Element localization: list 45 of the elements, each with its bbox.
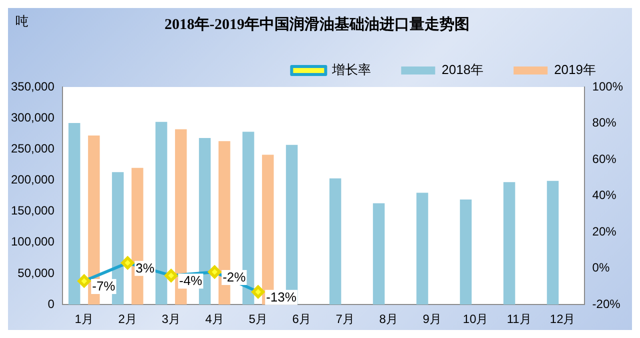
x-tick-label: 7月 bbox=[336, 312, 354, 326]
y-tick-label: 150,000 bbox=[10, 204, 55, 218]
x-tick-label: 1月 bbox=[74, 312, 94, 326]
legend-label: 2019年 bbox=[554, 62, 596, 78]
y2-tick-label: -20% bbox=[592, 296, 621, 311]
x-tick-label: 9月 bbox=[422, 312, 442, 326]
legend-label: 增长率 bbox=[331, 62, 372, 78]
y-tick-label: 100,000 bbox=[10, 234, 55, 249]
y-tick-label: 200,000 bbox=[10, 172, 55, 187]
bar bbox=[329, 178, 342, 305]
y2-tick-label: 60% bbox=[592, 152, 617, 166]
y2-tick-label: 40% bbox=[592, 188, 617, 202]
y-tick-label: 300,000 bbox=[10, 110, 55, 124]
y-tick-label: 350,000 bbox=[10, 79, 55, 94]
x-tick-label: 3月 bbox=[162, 312, 180, 326]
x-tick-label: 8月 bbox=[379, 312, 398, 326]
x-tick-label: 4月 bbox=[205, 312, 224, 326]
legend-label: 2018年 bbox=[442, 62, 484, 78]
y-tick-label: 250,000 bbox=[10, 141, 55, 156]
x-tick-label: 2月 bbox=[118, 312, 137, 326]
bar bbox=[546, 180, 559, 305]
bar bbox=[68, 123, 80, 305]
x-tick-label: 6月 bbox=[292, 312, 311, 326]
y-axis-title: 吨 bbox=[16, 14, 28, 29]
bar bbox=[503, 182, 516, 305]
y-tick-label: 0 bbox=[48, 296, 55, 311]
data-label: -13% bbox=[266, 289, 297, 304]
x-tick-label: 5月 bbox=[248, 312, 268, 326]
y-tick-label: 50,000 bbox=[18, 266, 55, 280]
chart-title: 2018年-2019年中国润滑油基础油进口量走势图 bbox=[164, 14, 470, 33]
data-label: 3% bbox=[136, 260, 155, 276]
bar bbox=[416, 192, 428, 305]
data-label: -2% bbox=[222, 270, 246, 285]
data-label: -7% bbox=[92, 278, 116, 294]
x-tick-label: 11月 bbox=[506, 312, 532, 326]
bar bbox=[372, 203, 385, 305]
y2-tick-label: 20% bbox=[592, 224, 617, 238]
data-label: -4% bbox=[179, 273, 203, 288]
y2-tick-label: 100% bbox=[592, 79, 624, 94]
x-tick-label: 12月 bbox=[550, 312, 576, 326]
x-tick-label: 10月 bbox=[462, 312, 488, 326]
y2-tick-label: 0% bbox=[592, 260, 610, 275]
bar bbox=[460, 200, 472, 305]
bar bbox=[155, 122, 168, 305]
y2-tick-label: 80% bbox=[592, 116, 617, 130]
